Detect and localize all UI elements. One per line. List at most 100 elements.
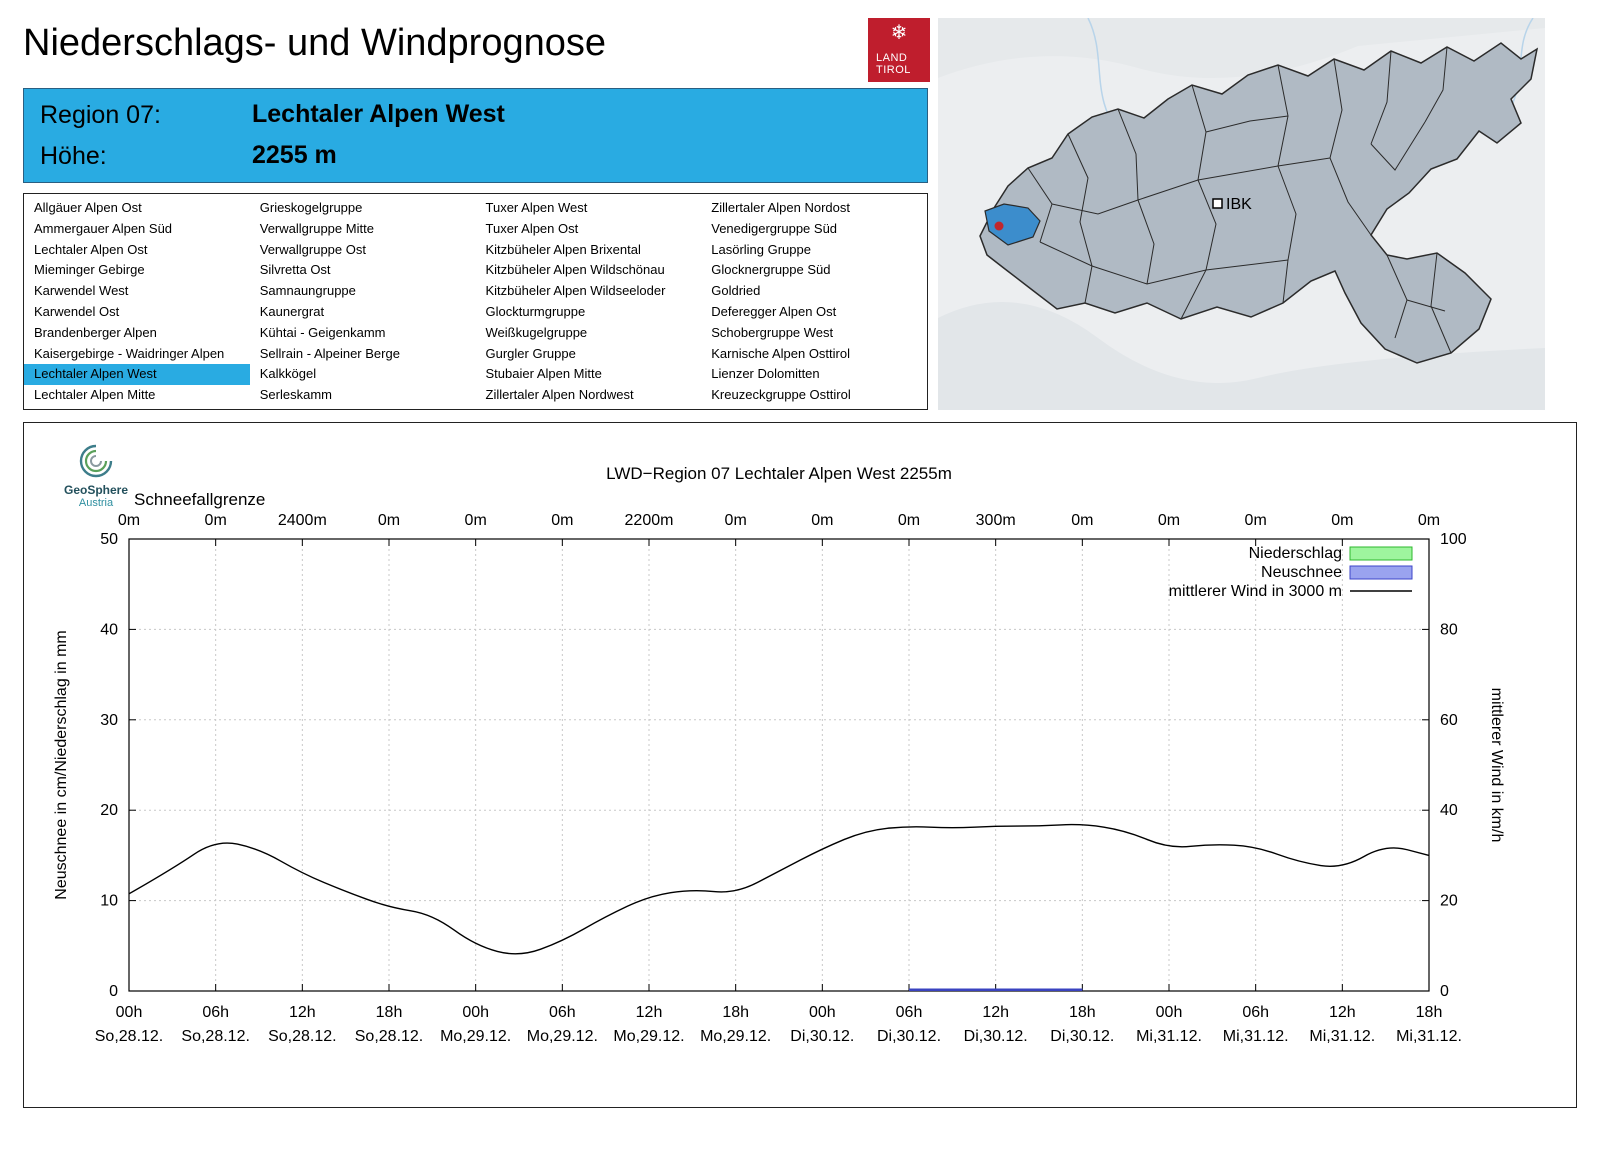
x-tick-hour-label: 18h: [722, 1004, 749, 1021]
region-list-item[interactable]: Stubaier Alpen Mitte: [485, 366, 602, 382]
region-list-item[interactable]: Kitzbüheler Alpen Wildschönau: [485, 262, 665, 278]
region-list-column: Allgäuer Alpen Ost Ammergauer Alpen Süd Le…: [24, 198, 250, 409]
geosphere-name: GeoSphere: [63, 483, 129, 497]
x-tick-hour-label: 12h: [982, 1004, 1009, 1021]
region-list-item[interactable]: Ammergauer Alpen Süd: [34, 220, 173, 236]
plot-border: [128, 538, 1430, 992]
y-left-axis-title: Neuschnee in cm/Niederschlag in mm: [53, 630, 70, 899]
region-list-item[interactable]: Samnaungruppe: [259, 283, 356, 299]
x-tick-hour-label: 18h: [1069, 1004, 1096, 1021]
region-list-item[interactable]: Mieminger Gebirge: [34, 262, 145, 278]
region-list-item[interactable]: Kreuzeckgruppe Osttirol: [711, 387, 851, 403]
region-list-column: Zillertaler Alpen Nordost Venedigergruppe…: [701, 198, 927, 409]
region-list-item[interactable]: Serleskamm: [259, 387, 332, 403]
legend-swatch: [1349, 546, 1413, 561]
region-list-item[interactable]: Glockturmgruppe: [485, 303, 586, 319]
x-tick-date-label: Di,30.12.: [877, 1028, 941, 1045]
y-right-tick-label: 60: [1440, 712, 1458, 729]
x-tick-date-label: Di,30.12.: [1050, 1028, 1114, 1045]
region-list-item[interactable]: Tuxer Alpen Ost: [485, 220, 579, 236]
x-tick-date-label: Mi,31.12.: [1309, 1028, 1375, 1045]
x-tick-date-label: Mi,31.12.: [1136, 1028, 1202, 1045]
region-list-column: Grieskogelgruppe Verwallgruppe Mitte Verwa…: [250, 198, 476, 409]
region-list-item[interactable]: Grieskogelgruppe: [259, 200, 363, 215]
region-list-item[interactable]: Kalkkögel: [259, 366, 317, 382]
region-list-item[interactable]: Schobergruppe West: [711, 324, 834, 340]
x-tick-hour-label: 00h: [116, 1004, 143, 1021]
region-list-item[interactable]: Kitzbüheler Alpen Wildseeloder: [485, 283, 666, 299]
legend-label: Neuschnee: [1261, 564, 1342, 581]
region-list-item[interactable]: Kitzbüheler Alpen Brixental: [485, 241, 641, 257]
region-list-item[interactable]: Goldried: [711, 283, 761, 299]
tirol-landmass[interactable]: [979, 42, 1539, 364]
geosphere-logo: GeoSphere Austria: [54, 443, 138, 509]
region-list-item[interactable]: Verwallgruppe Mitte: [259, 220, 374, 236]
snowline-tick-label: 0m: [205, 512, 227, 529]
region-boundaries: [1027, 46, 1452, 354]
region-list-item[interactable]: Lechtaler Alpen Ost: [34, 241, 148, 257]
x-tick-date-label: Di,30.12.: [790, 1028, 854, 1045]
ibk-label: IBK: [1226, 196, 1252, 213]
snowline-tick-label: 0m: [811, 512, 833, 529]
region-list-item[interactable]: Karwendel West: [34, 283, 129, 299]
region-list-item[interactable]: Weißkugelgruppe: [485, 324, 588, 340]
x-tick-hour-label: 00h: [1156, 1004, 1183, 1021]
region-list-item[interactable]: Silvretta Ost: [259, 262, 331, 278]
forecast-chart-svg: LWD−Region 07 Lechtaler Alpen West 2255m…: [53, 464, 1505, 1045]
y-right-tick-label: 0: [1440, 983, 1449, 1000]
region-list-item[interactable]: Glocknergruppe Süd: [711, 262, 831, 278]
map-terrain-north: [938, 18, 1545, 79]
map-selected-region[interactable]: [984, 203, 1041, 246]
x-tick-hour-label: 18h: [1416, 1004, 1443, 1021]
altitude-label: Höhe:: [40, 142, 107, 170]
y-left-tick-label: 50: [100, 531, 118, 548]
map-terrain-south: [938, 302, 1545, 410]
x-tick-date-label: So,28.12.: [268, 1028, 337, 1045]
region-list-item[interactable]: Kaunergrat: [259, 303, 325, 319]
y-left-tick-label: 20: [100, 802, 118, 819]
page-title: Niederschlags- und Windprognose: [23, 22, 606, 64]
snowline-tick-label: 0m: [725, 512, 747, 529]
region-list-item[interactable]: Allgäuer Alpen Ost: [34, 200, 142, 215]
x-tick-date-label: Mo,29.12.: [613, 1028, 684, 1045]
region-list-item[interactable]: Tuxer Alpen West: [485, 200, 588, 215]
region-list-item[interactable]: Karwendel Ost: [34, 303, 120, 319]
snowline-tick-label: 0m: [1331, 512, 1353, 529]
y-left-tick-label: 30: [100, 712, 118, 729]
x-tick-hour-label: 18h: [376, 1004, 403, 1021]
y-right-axis-title: mittlerer Wind in km/h: [1488, 688, 1505, 843]
region-list-item[interactable]: Kühtai - Geigenkamm: [259, 324, 386, 340]
region-list-item[interactable]: Lechtaler Alpen West: [24, 364, 250, 386]
region-list-item[interactable]: Zillertaler Alpen Nordost: [711, 200, 850, 215]
region-list-item[interactable]: Karnische Alpen Osttirol: [711, 345, 850, 361]
legend-label: Niederschlag: [1249, 545, 1342, 562]
y-left-tick-label: 40: [100, 621, 118, 638]
region-list-item[interactable]: Lienzer Dolomitten: [711, 366, 820, 382]
region-list-item[interactable]: Lasörling Gruppe: [711, 241, 811, 257]
altitude-value: 2255 m: [252, 141, 337, 169]
x-tick-date-label: So,28.12.: [355, 1028, 424, 1045]
top-axis-label: Schneefallgrenze: [134, 490, 265, 509]
region-number-label: Region 07:: [40, 101, 161, 129]
snowline-tick-label: 300m: [976, 512, 1016, 529]
x-tick-hour-label: 12h: [636, 1004, 663, 1021]
x-tick-hour-label: 06h: [1242, 1004, 1269, 1021]
snowline-tick-label: 0m: [465, 512, 487, 529]
region-list-item[interactable]: Kaisergebirge - Waidringer Alpen: [34, 345, 225, 361]
tirol-map: IBK: [938, 18, 1545, 410]
neuschnee-bar: [909, 988, 1083, 991]
region-list-item[interactable]: Sellrain - Alpeiner Berge: [259, 345, 400, 361]
region-list-item[interactable]: Gurgler Gruppe: [485, 345, 576, 361]
x-tick-date-label: Mo,29.12.: [440, 1028, 511, 1045]
region-list-column: Tuxer Alpen West Tuxer Alpen Ost Kitzbühel…: [476, 198, 702, 409]
tirol-map-svg: IBK: [938, 18, 1545, 410]
snowline-tick-label: 0m: [898, 512, 920, 529]
region-list-item[interactable]: Deferegger Alpen Ost: [711, 303, 837, 319]
snowline-tick-label: 0m: [1158, 512, 1180, 529]
region-list-item[interactable]: Venedigergruppe Süd: [711, 220, 838, 236]
x-tick-hour-label: 00h: [462, 1004, 489, 1021]
region-list-item[interactable]: Zillertaler Alpen Nordwest: [485, 387, 634, 403]
region-list-item[interactable]: Lechtaler Alpen Mitte: [34, 387, 156, 403]
region-list-item[interactable]: Brandenberger Alpen: [34, 324, 157, 340]
region-list-item[interactable]: Verwallgruppe Ost: [259, 241, 366, 257]
